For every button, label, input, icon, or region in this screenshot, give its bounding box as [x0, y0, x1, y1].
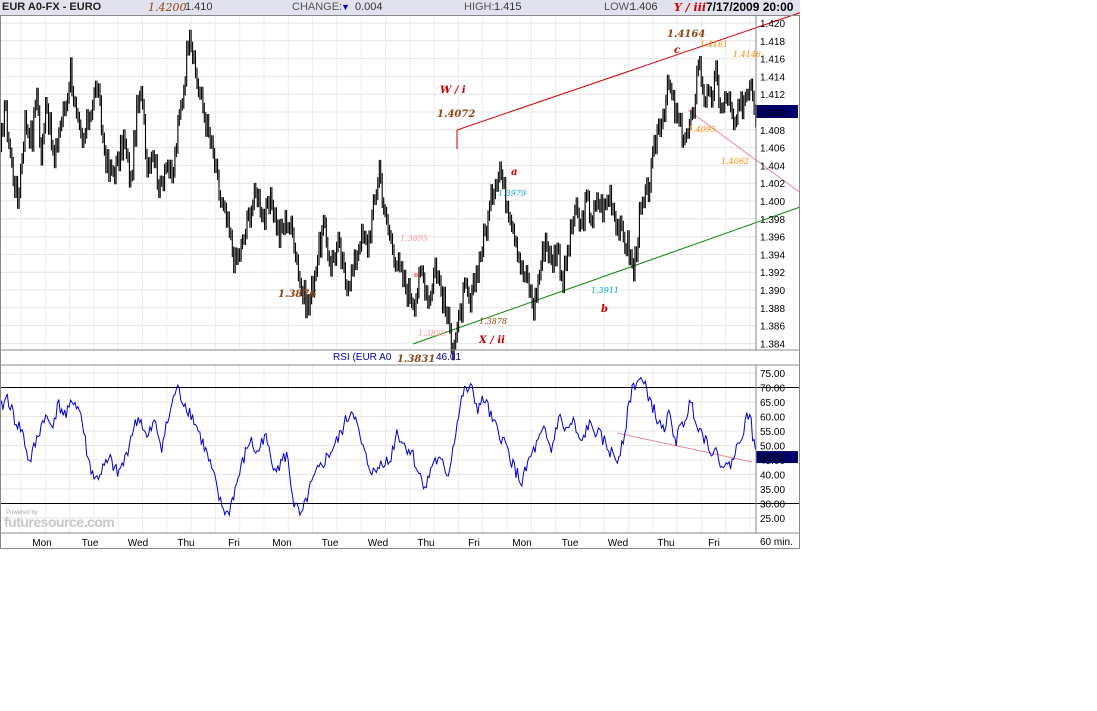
rsi-tick-label: 30.00	[760, 500, 785, 511]
rsi-tick-label: 60.00	[760, 413, 785, 424]
rsi-divergence-line	[616, 432, 753, 463]
price-1-3895-label: 1.3895	[400, 234, 428, 243]
chart-border	[0, 15, 800, 549]
rsi-value: 46.01	[436, 352, 462, 363]
low-value: 1.406	[630, 1, 658, 13]
wave-x-label: X / ii	[478, 335, 505, 346]
day-tick-label: Mon	[272, 538, 291, 549]
price-1-4164-label: 1.4164	[667, 29, 705, 40]
rsi-tick-label: 70.00	[760, 384, 785, 395]
pink-marker-dot	[414, 273, 418, 277]
current-price-marker	[756, 105, 798, 118]
wave-b-label: b	[601, 304, 608, 315]
price-tick-label: 1.386	[760, 322, 785, 333]
rsi-tick-label: 75.00	[760, 369, 785, 380]
price-tick-label: 1.390	[760, 286, 785, 297]
day-tick-label: Fri	[468, 538, 480, 549]
price-tick-label: 1.402	[760, 179, 785, 190]
current-rsi-marker	[756, 451, 798, 464]
day-tick-label: Tue	[322, 538, 339, 549]
datetime-label: 7/17/2009 20:00	[706, 0, 794, 14]
price-1-3979-label: 1.3979	[498, 189, 526, 198]
day-tick-label: Tue	[562, 538, 579, 549]
price-1-4062-label: 1.4062	[721, 157, 749, 166]
day-tick-label: Mon	[512, 538, 531, 549]
upper-channel-line	[456, 12, 800, 131]
powered-by-label: Powered by	[6, 510, 38, 516]
price-tick-label: 1.414	[760, 72, 785, 83]
price-1-4072-label: 1.4072	[437, 109, 475, 120]
price-tick-label: 1.394	[760, 250, 785, 261]
day-tick-label: Mon	[32, 538, 51, 549]
day-tick-label: Thu	[177, 538, 194, 549]
day-tick-label: Thu	[657, 538, 674, 549]
day-tick-label: Fri	[228, 538, 240, 549]
symbol-title: EUR A0-FX - EURO	[2, 1, 102, 13]
price-tick-label: 1.392	[760, 268, 785, 279]
rsi-series	[0, 376, 757, 518]
price-1-3831-label: 1.3831	[397, 354, 435, 365]
current-rsi-label: 46.01	[760, 453, 785, 464]
price-tick-label: 1.420	[760, 19, 785, 30]
price-tick-label: 1.384	[760, 339, 785, 350]
price-tick-label: 1.396	[760, 233, 785, 244]
price-tick-label: 1.388	[760, 304, 785, 315]
rsi-tick-label: 35.00	[760, 485, 785, 496]
day-tick-label: Thu	[417, 538, 434, 549]
high-value: 1.415	[494, 1, 522, 13]
rsi-label: RSI (EUR A0	[333, 352, 392, 363]
price-1-3876-label: 1.3876	[278, 289, 316, 300]
change-label: CHANGE:	[292, 1, 343, 13]
chart-svg: 1.420 1.418 1.416 1.414 1.412 1.408 1.406 1.404…	[0, 12, 800, 549]
price-tick-label: 1.412	[760, 90, 785, 101]
rsi-tick-label: 40.00	[760, 471, 785, 482]
price-tick-label: 1.400	[760, 197, 785, 208]
wave-c-label: c	[674, 45, 680, 56]
price-1-3878-label: 1.3878	[479, 317, 507, 326]
wave-w-label: W / i	[440, 85, 466, 96]
change-down-icon: ▼	[341, 2, 350, 12]
header-bar	[0, 0, 800, 15]
high-label: HIGH:	[464, 1, 495, 13]
wave-a-label: a	[511, 167, 517, 178]
price-tick-label: 1.398	[760, 215, 785, 226]
rsi-header-bg	[0, 350, 800, 365]
price-tick-label: 1.404	[760, 161, 785, 172]
price-tick-label: 1.406	[760, 144, 785, 155]
futuresource-logo: futuresource.com	[4, 514, 115, 530]
price-series	[0, 29, 757, 361]
rsi-tick-label: 25.00	[760, 514, 785, 525]
chart-container: EUR A0-FX - EURO 1.4200 1.410 CHANGE: ▼ …	[0, 0, 800, 549]
rsi-tick-label: 55.00	[760, 427, 785, 438]
day-tick-label: Fri	[708, 538, 720, 549]
change-value: 0.004	[355, 1, 383, 13]
price-1-3858-label: 1.3858	[418, 329, 446, 338]
day-tick-label: Wed	[608, 538, 628, 549]
price-1-4146-label: 1.4146	[733, 50, 761, 59]
price-1-4161-label: 1.4161	[700, 40, 728, 49]
last-price: 1.410	[185, 1, 213, 13]
lower-channel-line	[412, 206, 800, 345]
interval-label: 60 min.	[760, 537, 793, 548]
wave-y-label: Y / iii	[674, 1, 707, 14]
day-tick-label: Wed	[128, 538, 148, 549]
current-price-label: 1.410	[760, 108, 785, 119]
price-tick-label: 1.418	[760, 37, 785, 48]
price-1-3911-label: 1.3911	[591, 286, 619, 295]
low-label: LOW:	[604, 1, 632, 13]
day-tick-label: Tue	[82, 538, 99, 549]
price-1-4095-label: 1.4095	[688, 125, 716, 134]
price-tick-label: 1.416	[760, 55, 785, 66]
rsi-tick-label: 65.00	[760, 398, 785, 409]
day-tick-label: Wed	[368, 538, 388, 549]
price-tick-label: 1.408	[760, 126, 785, 137]
divergence-trendline	[687, 109, 800, 194]
open-high-label: 1.4200	[148, 1, 187, 14]
rsi-tick-label: 50.00	[760, 442, 785, 453]
